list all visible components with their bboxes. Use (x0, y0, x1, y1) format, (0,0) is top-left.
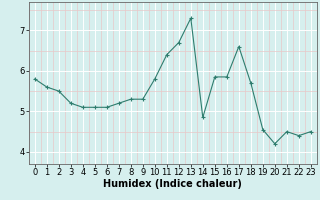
X-axis label: Humidex (Indice chaleur): Humidex (Indice chaleur) (103, 179, 242, 189)
